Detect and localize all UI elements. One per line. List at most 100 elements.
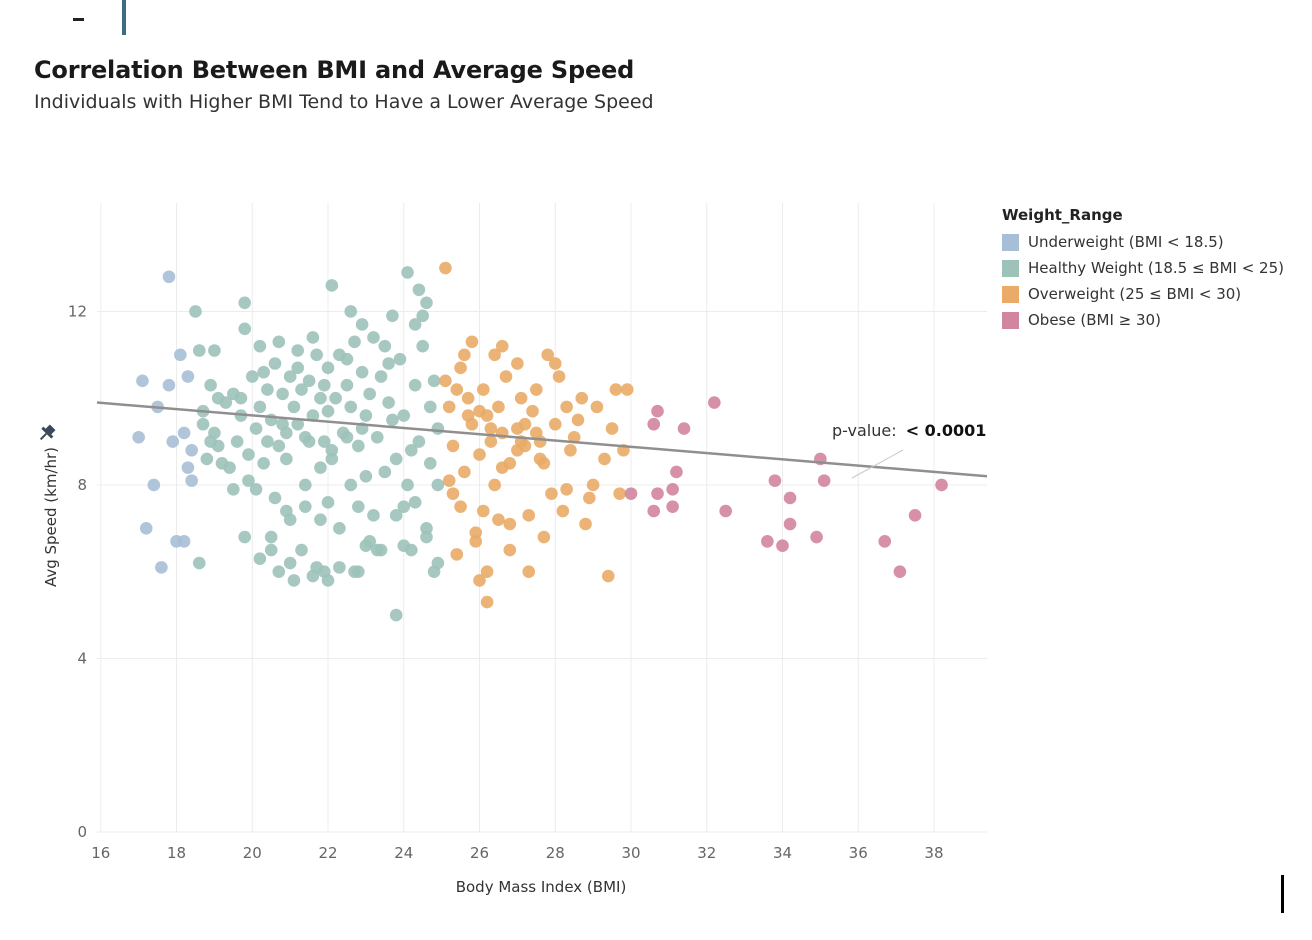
data-point[interactable] [177,426,191,440]
data-point[interactable] [431,556,445,570]
data-point[interactable] [374,543,388,557]
data-point[interactable] [238,296,252,310]
data-point[interactable] [333,522,346,535]
data-point[interactable] [374,370,388,383]
data-point[interactable] [533,452,547,466]
data-point[interactable] [450,383,464,396]
data-point[interactable] [893,565,907,579]
data-point[interactable] [261,383,274,396]
data-point[interactable] [935,478,948,492]
data-point[interactable] [298,478,312,492]
data-point[interactable] [476,504,490,518]
data-point[interactable] [321,574,335,587]
data-point[interactable] [242,474,255,487]
data-point[interactable] [408,318,422,331]
data-point[interactable] [783,491,797,505]
data-point[interactable] [344,478,358,492]
data-point[interactable] [454,500,467,513]
data-point[interactable] [162,270,176,284]
data-point[interactable] [511,422,524,435]
data-point[interactable] [666,500,679,513]
data-point[interactable] [378,339,392,353]
data-point[interactable] [530,383,543,396]
data-point[interactable] [359,409,373,422]
data-point[interactable] [579,517,592,531]
data-point[interactable] [586,478,600,492]
data-point[interactable] [264,530,278,544]
data-point[interactable] [344,400,358,414]
data-point[interactable] [211,439,225,453]
data-point[interactable] [321,361,335,375]
data-point[interactable] [272,565,286,579]
data-point[interactable] [560,400,573,414]
data-point[interactable] [280,452,293,466]
data-point[interactable] [761,535,774,548]
data-point[interactable] [230,435,244,448]
data-point[interactable] [242,448,255,461]
data-point[interactable] [810,530,823,544]
data-point[interactable] [530,426,543,440]
data-point[interactable] [458,465,471,479]
data-point[interactable] [393,352,407,366]
data-point[interactable] [473,404,486,418]
legend-item[interactable]: Underweight (BMI < 18.5) [1002,229,1284,255]
data-point[interactable] [480,565,494,579]
data-point[interactable] [458,348,471,362]
pin-icon[interactable] [36,422,58,444]
data-point[interactable] [287,400,301,414]
data-point[interactable] [495,339,509,353]
data-point[interactable] [181,461,195,474]
data-point[interactable] [189,305,202,318]
data-point[interactable] [227,483,240,496]
data-point[interactable] [446,487,460,500]
data-point[interactable] [314,391,327,405]
data-point[interactable] [166,435,180,448]
data-point[interactable] [192,344,206,357]
data-point[interactable] [439,374,452,388]
data-point[interactable] [268,357,282,370]
data-point[interactable] [469,535,483,548]
data-point[interactable] [348,335,361,349]
data-point[interactable] [408,378,422,392]
data-point[interactable] [317,435,331,448]
data-point[interactable] [367,509,380,522]
data-point[interactable] [564,443,577,457]
data-point[interactable] [480,595,494,609]
data-point[interactable] [363,387,376,401]
data-point[interactable] [162,378,176,392]
data-point[interactable] [264,543,278,557]
data-point[interactable] [147,478,161,492]
data-point[interactable] [325,452,339,466]
data-point[interactable] [325,279,339,292]
data-point[interactable] [378,465,392,479]
data-point[interactable] [219,396,233,409]
data-point[interactable] [268,491,282,505]
data-point[interactable] [287,574,301,587]
data-point[interactable] [405,543,418,557]
data-point[interactable] [503,517,517,531]
data-point[interactable] [908,509,922,522]
data-point[interactable] [249,422,263,435]
data-point[interactable] [295,383,308,396]
data-point[interactable] [363,535,376,548]
data-point[interactable] [352,565,365,579]
data-point[interactable] [325,443,339,457]
data-point[interactable] [768,474,782,487]
data-point[interactable] [598,452,611,466]
data-point[interactable] [253,339,267,353]
data-point[interactable] [389,452,403,466]
data-point[interactable] [181,370,195,383]
data-point[interactable] [609,383,623,396]
data-point[interactable] [185,443,198,457]
data-point[interactable] [283,370,297,383]
data-point[interactable] [370,430,384,444]
data-point[interactable] [408,496,422,509]
data-point[interactable] [427,374,441,388]
data-point[interactable] [386,309,399,323]
data-point[interactable] [624,487,638,500]
trend-line[interactable] [96,401,988,478]
data-point[interactable] [139,522,153,535]
data-point[interactable] [227,387,240,401]
data-point[interactable] [469,526,483,539]
data-point[interactable] [298,430,312,444]
